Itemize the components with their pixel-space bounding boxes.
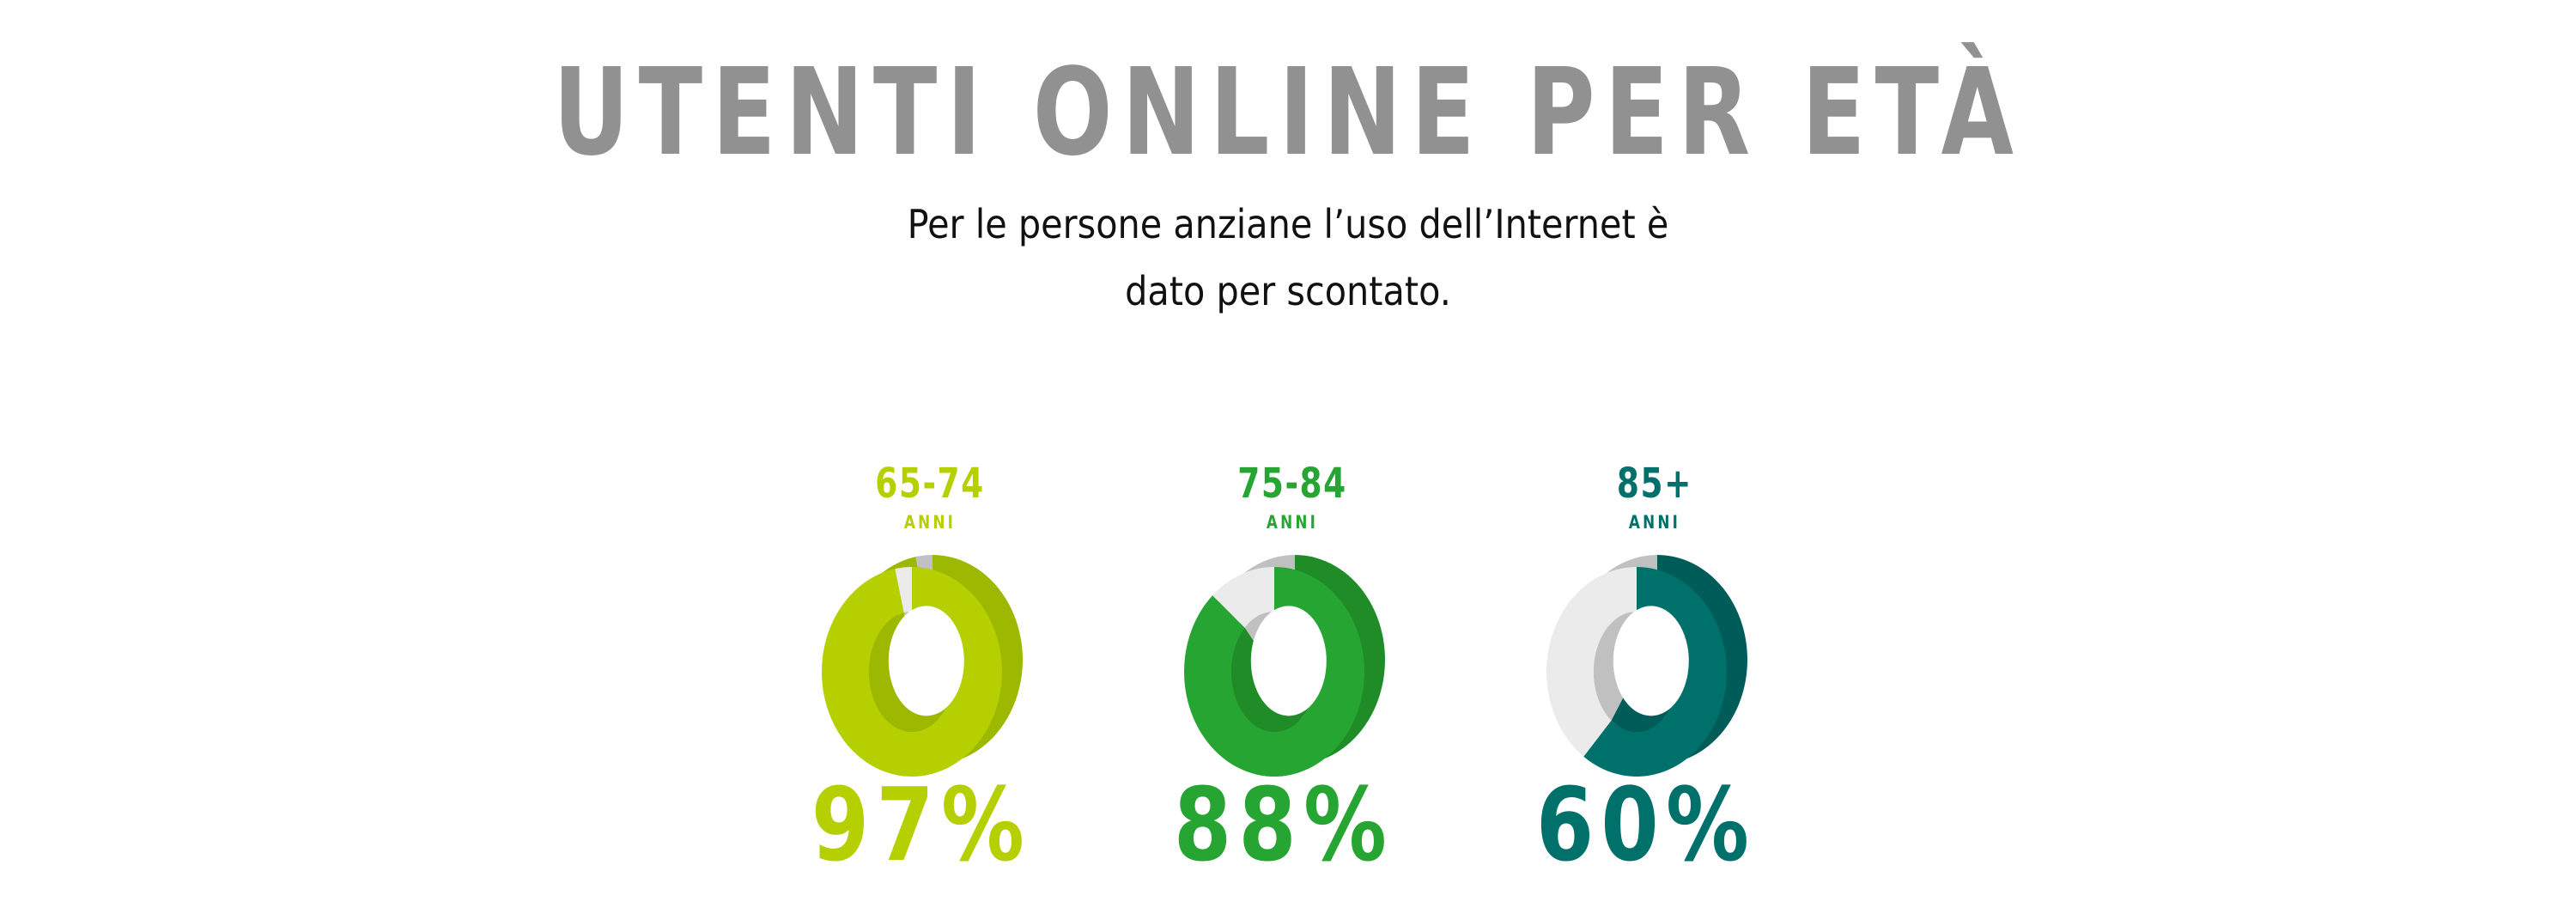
donut-slice-value — [1184, 567, 1365, 777]
subtitle-line-1: Per le persone anziane l’uso dell’Intern… — [907, 201, 1669, 247]
donut-slice-remainder — [895, 567, 912, 613]
value-label-75-84: 88% — [1173, 765, 1394, 884]
years-label: ANNI — [1628, 512, 1681, 533]
age-group-75-84: 75-84 ANNI — [1121, 460, 1464, 533]
donut-slice-value — [821, 567, 1002, 777]
years-label: ANNI — [903, 512, 957, 533]
donut-slice-remainder — [1212, 567, 1274, 628]
subtitle-line-2: dato per scontato. — [1125, 268, 1451, 314]
donut-hole — [1250, 606, 1327, 716]
age-group-85-plus: 85+ ANNI — [1483, 460, 1826, 533]
age-label: 75-84 — [1237, 460, 1347, 508]
donut-slice-remainder — [1546, 567, 1637, 757]
page-title: UTENTI ONLINE PER ETÀ — [553, 43, 2023, 183]
donut-hole — [888, 606, 964, 716]
value-label-65-74: 97% — [811, 765, 1032, 884]
age-label: 85+ — [1616, 460, 1693, 508]
years-label: ANNI — [1266, 512, 1319, 533]
age-group-65-74: 65-74 ANNI — [758, 460, 1102, 533]
page-subtitle: Per le persone anziane l’uso dell’Intern… — [129, 191, 2447, 325]
donut-slice-value — [1583, 567, 1727, 777]
age-label: 65-74 — [875, 460, 985, 508]
donut-hole — [1613, 606, 1689, 716]
value-label-85-plus: 60% — [1535, 765, 1757, 884]
